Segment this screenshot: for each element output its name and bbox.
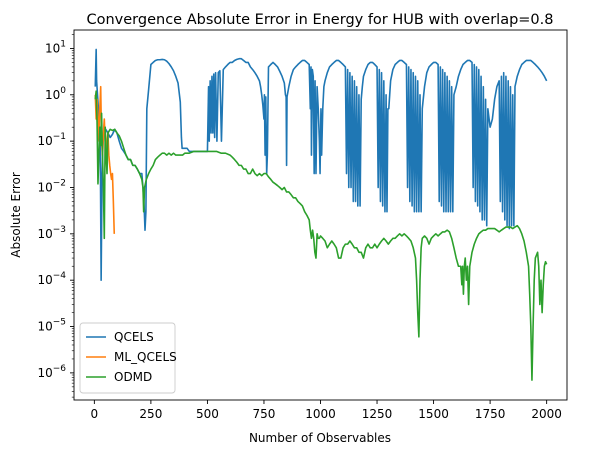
y-tick-label: 101 <box>45 39 66 55</box>
series-layer <box>94 48 548 381</box>
y-tick-label: 10−2 <box>37 178 66 194</box>
x-tick-label: 750 <box>253 407 276 421</box>
y-tick-label: 10−5 <box>37 318 66 334</box>
series-line-odmd <box>94 90 548 381</box>
series-line-qcels <box>94 48 548 281</box>
x-tick-label: 0 <box>91 407 99 421</box>
x-axis-title: Number of Observables <box>249 431 391 445</box>
x-tick-label: 1000 <box>305 407 336 421</box>
legend-label-ml-qcels: ML_QCELS <box>114 350 177 364</box>
legend: QCELS ML_QCELS ODMD <box>79 322 177 394</box>
x-axis: 0 250 500 750 1000 1250 1500 1750 2000 <box>91 400 562 421</box>
y-tick-label: 100 <box>45 86 66 102</box>
x-tick-label: 1500 <box>418 407 449 421</box>
y-axis-title: Absolute Error <box>9 172 23 258</box>
x-tick-label: 2000 <box>531 407 562 421</box>
legend-frame <box>79 322 176 394</box>
legend-label-qcels: QCELS <box>114 330 154 344</box>
x-tick-label: 1750 <box>475 407 506 421</box>
chart-title: Convergence Absolute Error in Energy for… <box>86 12 553 28</box>
x-tick-label: 500 <box>196 407 219 421</box>
x-tick-label: 250 <box>139 407 162 421</box>
y-tick-label: 10−6 <box>37 364 66 380</box>
y-axis: 10−6 10−5 10−4 10−3 10−2 10−1 100 101 <box>37 34 74 398</box>
y-tick-label: 10−1 <box>37 132 66 148</box>
y-tick-label: 10−3 <box>37 225 66 241</box>
x-tick-label: 1250 <box>362 407 393 421</box>
legend-label-odmd: ODMD <box>114 370 152 384</box>
y-tick-label: 10−4 <box>37 271 66 287</box>
